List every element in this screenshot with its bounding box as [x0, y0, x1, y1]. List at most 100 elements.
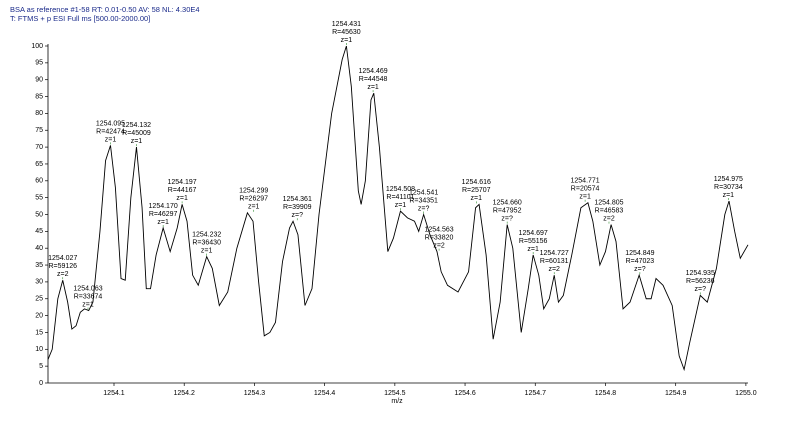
y-tick-label: 70	[35, 144, 43, 151]
y-tick-label: 0	[39, 380, 43, 387]
peak-label: 1254.299	[239, 188, 268, 195]
peak-label: R=33820	[425, 234, 454, 241]
header-line: T: FTMS + p ESI Full ms [500.00-2000.00]	[10, 14, 150, 23]
peak-label: R=26297	[239, 196, 268, 203]
peak-label: R=42474	[96, 128, 125, 135]
peak-label: z=?	[292, 212, 304, 219]
peak-label: R=59126	[48, 263, 77, 270]
peak-label: 1254.232	[192, 231, 221, 238]
peak-label: R=30734	[714, 184, 743, 191]
peak-label: R=36430	[192, 239, 221, 246]
peak-label: 1254.697	[519, 230, 548, 237]
peak-label: z=1	[105, 136, 117, 143]
peak-label: R=45630	[332, 29, 361, 36]
peak-label: 1254.541	[409, 189, 438, 196]
peak-label: 1254.469	[358, 68, 387, 75]
y-tick-label: 20	[35, 312, 43, 319]
y-tick-label: 35	[35, 262, 43, 269]
y-tick-label: 60	[35, 178, 43, 185]
peak-label: z=1	[82, 301, 94, 308]
peak-label: R=34351	[409, 197, 438, 204]
y-tick-label: 15	[35, 329, 43, 336]
peak-label: R=47952	[493, 207, 522, 214]
peak-label: R=25707	[462, 187, 491, 194]
x-tick-label: 1254.3	[244, 390, 266, 397]
peak-label: z=1	[527, 246, 539, 253]
peak-label: z=2	[603, 215, 615, 222]
peak-label: z=1	[579, 194, 591, 201]
peak-label: 1254.660	[493, 199, 522, 206]
peak-label: z=1	[341, 37, 353, 44]
x-tick-label: 1254.7	[525, 390, 547, 397]
peak-label: z=1	[395, 202, 407, 209]
x-tick-label: 1254.6	[454, 390, 476, 397]
peak-label: R=56236	[686, 278, 715, 285]
y-tick-label: 80	[35, 110, 43, 117]
peak-label: z=?	[695, 286, 707, 293]
y-tick-label: 75	[35, 127, 43, 134]
peak-label: z=2	[57, 271, 69, 278]
spectrum-line	[47, 45, 749, 372]
peak-label: z=?	[418, 205, 430, 212]
y-tick-label: 85	[35, 93, 43, 100]
peak-label: 1254.935	[686, 270, 715, 277]
x-tick-label: 1254.8	[595, 390, 617, 397]
x-tick-label: 1255.0	[735, 390, 757, 397]
y-tick-label: 5	[39, 363, 43, 370]
peak-label: 1254.563	[424, 226, 453, 233]
x-tick-label: 1254.5	[384, 390, 406, 397]
peak-label: 1254.975	[714, 176, 743, 183]
peak-label: R=47023	[626, 258, 655, 265]
peak-label: 1254.805	[594, 199, 623, 206]
peak-label: R=60131	[540, 258, 569, 265]
peak-label: R=20574	[571, 186, 600, 193]
peak-label: 1254.132	[122, 122, 151, 129]
peak-label: 1254.727	[540, 250, 569, 257]
peak-label: z=2	[433, 242, 445, 249]
y-tick-label: 30	[35, 279, 43, 286]
y-tick-label: 90	[35, 77, 43, 84]
y-tick-label: 10	[35, 346, 43, 353]
y-tick-label: 95	[35, 60, 43, 67]
peak-label: z=1	[131, 138, 143, 145]
y-tick-label: 25	[35, 296, 43, 303]
peak-label: z=1	[157, 219, 169, 226]
peak-label: 1254.771	[571, 178, 600, 185]
x-tick-label: 1254.9	[665, 390, 687, 397]
x-tick-label: 1254.1	[103, 390, 125, 397]
peak-label: R=55156	[519, 238, 548, 245]
peak-label: 1254.616	[462, 179, 491, 186]
peak-label: R=33674	[74, 293, 103, 300]
y-tick-label: 55	[35, 194, 43, 201]
peak-label: z=1	[248, 204, 260, 211]
peak-label: 1254.095	[96, 120, 125, 127]
peak-label: z=1	[176, 195, 188, 202]
peak-label: z=?	[634, 266, 646, 273]
y-tick-label: 100	[31, 43, 43, 50]
peak-label: 1254.849	[625, 250, 654, 257]
peak-label: z=1	[201, 247, 213, 254]
peak-label: 1254.063	[73, 285, 102, 292]
peak-label: 1254.508	[386, 186, 415, 193]
peak-label: R=46583	[595, 207, 624, 214]
peak-label: 1254.431	[332, 21, 361, 28]
peak-label: R=39909	[283, 204, 312, 211]
y-tick-label: 50	[35, 211, 43, 218]
peak-label: z=2	[548, 266, 560, 273]
peak-label: z=1	[367, 84, 379, 91]
x-axis-label: m/z	[391, 398, 403, 405]
y-tick-label: 40	[35, 245, 43, 252]
x-tick-label: 1254.4	[314, 390, 336, 397]
peak-label: z=1	[723, 192, 735, 199]
peak-label: 1254.361	[283, 196, 312, 203]
header-line: BSA as reference #1-58 RT: 0.01-0.50 AV:…	[10, 5, 200, 14]
y-tick-label: 65	[35, 161, 43, 168]
peak-label: 1254.197	[168, 179, 197, 186]
peak-label: R=41101	[386, 194, 414, 201]
peak-label: 1254.027	[48, 255, 77, 262]
x-tick-label: 1254.2	[173, 390, 195, 397]
peak-label: R=44548	[359, 76, 388, 83]
peak-label: R=46297	[149, 211, 178, 218]
peak-label: 1254.170	[149, 203, 178, 210]
